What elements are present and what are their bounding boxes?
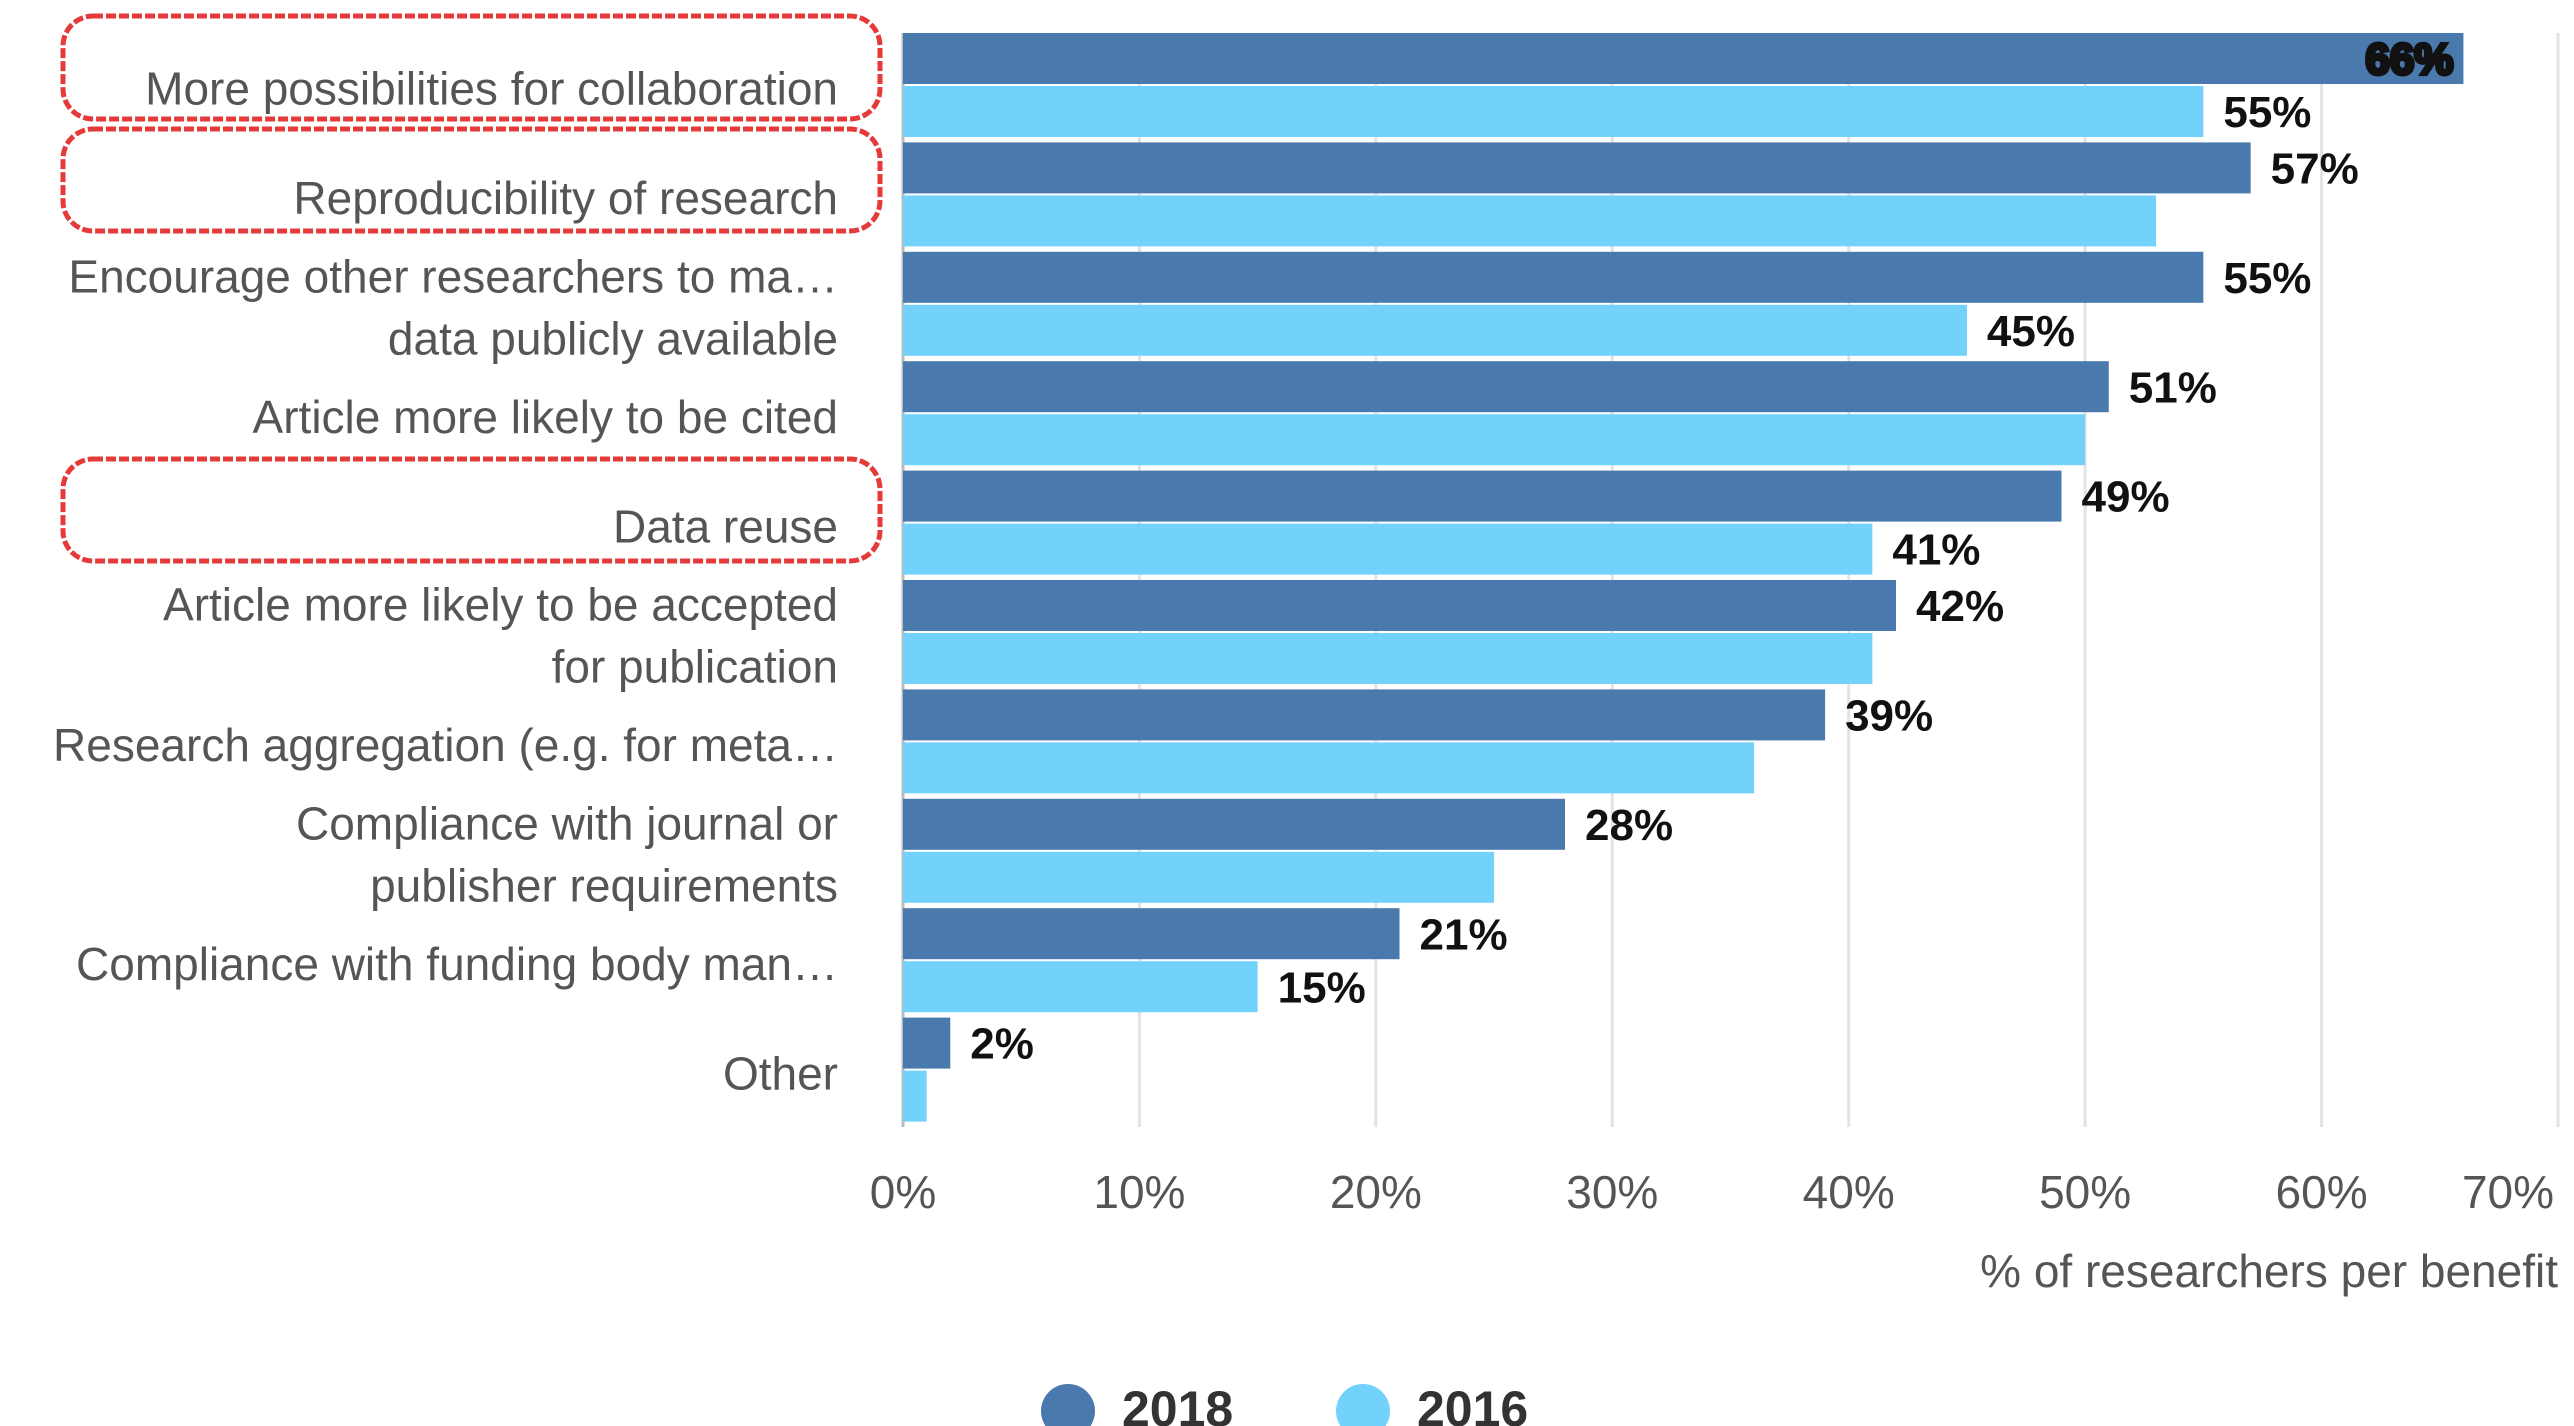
bar [903,689,1826,741]
bar [903,633,1873,684]
x-tick-label: 50% [2039,1166,2131,1218]
x-tick-label: 20% [1330,1166,1422,1218]
x-tick-label: 10% [1093,1166,1185,1218]
value-label: 51% [2129,363,2217,412]
category-label: Article more likely to be accepted for pu… [163,579,838,693]
bar [903,1070,927,1122]
category-label: Reproducibility of research [293,172,838,224]
value-label: 15% [1278,963,1366,1012]
bar [903,304,1967,356]
legend-label: 2016 [1417,1381,1528,1426]
value-label: 42% [1916,582,2004,631]
value-label: 21% [1420,910,1508,959]
legend-label: 2018 [1122,1381,1233,1426]
value-label: 55% [2223,254,2311,303]
bar [903,1017,951,1069]
bar [903,195,2157,247]
bar [903,414,2086,466]
highlight-box [60,13,883,122]
category-label: More possibilities for collaboration [145,63,838,115]
x-axis-label: % of researchers per benefit [1980,1245,2558,1297]
value-label: 2% [970,1020,1034,1069]
bar [903,523,1873,575]
value-label: 45% [1987,307,2075,356]
x-tick-label: 60% [2276,1166,2368,1218]
category-label: Research aggregation (e.g. for meta… [53,719,838,771]
value-label: 55% [2223,88,2311,137]
bar [903,908,1400,960]
bar [903,86,2204,137]
value-label: 57% [2271,145,2359,194]
highlight-box [60,456,883,564]
x-tick-label: 40% [1803,1166,1895,1218]
value-label: 39% [1845,692,1933,741]
bar [903,961,1258,1013]
value-label: 41% [1892,526,1980,575]
x-tick-label: 30% [1566,1166,1658,1218]
x-tick-label: 70% [2462,1166,2554,1218]
bar [903,742,1755,794]
category-label: Other [723,1047,838,1099]
bar [903,470,2062,522]
category-label: Data reuse [613,500,838,552]
bar [903,851,1495,903]
legend-marker [1336,1384,1390,1426]
value-label: 66% [2365,35,2453,84]
value-label: 49% [2082,473,2170,522]
bar [903,580,1896,631]
category-label: Compliance with journal or publisher requ… [296,798,838,912]
category-label: Compliance with funding body man… [76,938,838,990]
category-label: Article more likely to be cited [253,391,838,443]
category-label: Encourage other researchers to ma… data p… [68,251,838,365]
highlight-box [60,126,883,234]
bar [903,142,2251,194]
bar [903,251,2204,303]
x-tick-label: 0% [870,1166,936,1218]
bar [903,798,1565,850]
bar [903,33,2464,84]
bar [903,361,2109,413]
value-label: 28% [1585,801,1673,850]
legend-marker [1041,1384,1095,1426]
